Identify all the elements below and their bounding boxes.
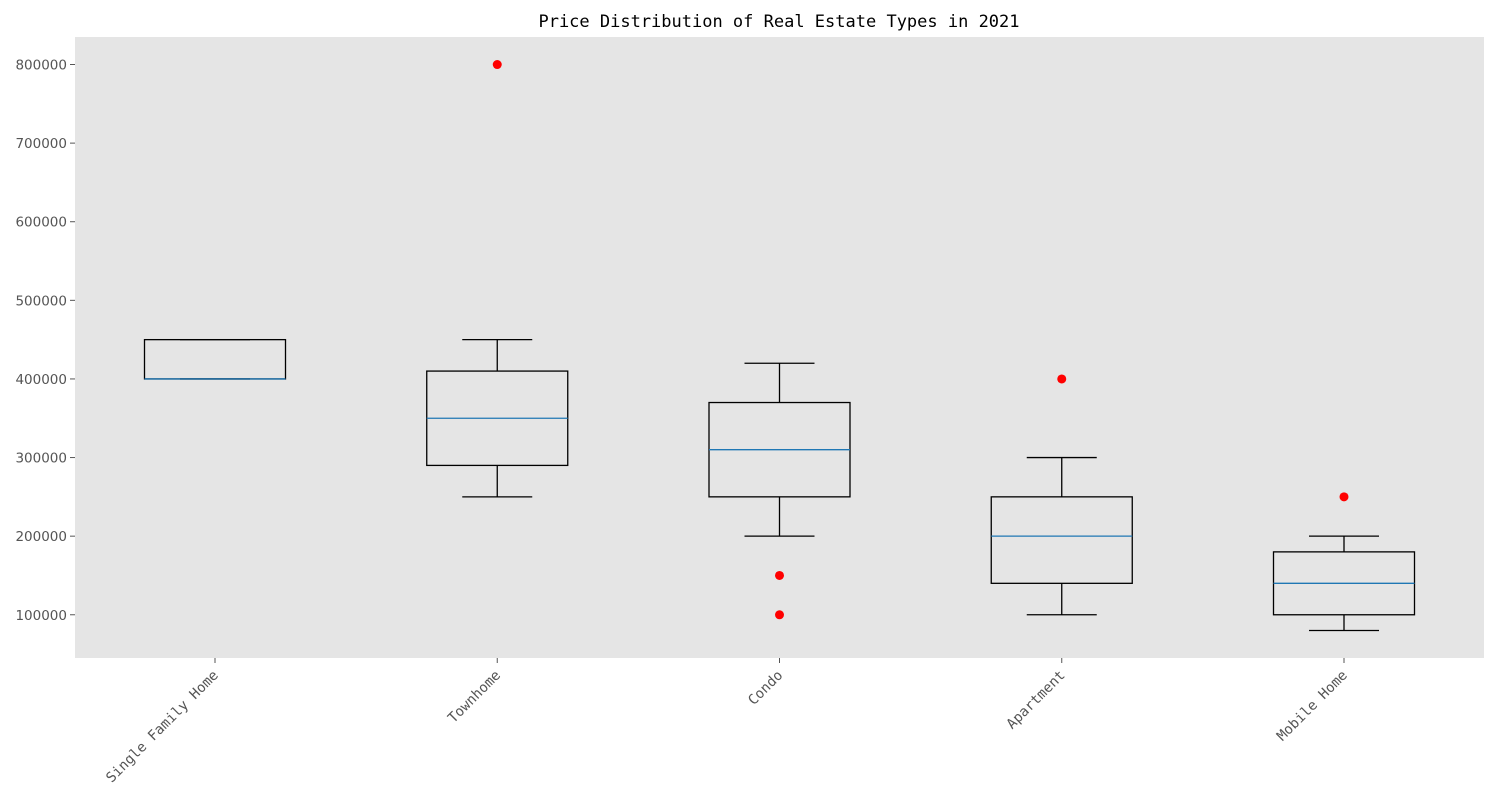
y-axis: 100000 200000 300000 400000 500000 600000 7000… [15,58,75,624]
x-tick-label: Condo [745,668,786,709]
box-iqr [990,496,1133,584]
box-group [708,362,851,620]
box-group [143,338,287,380]
chart-title: Price Distribution of Real Estate Types … [538,12,1019,32]
box-group [990,374,1133,616]
outlier-point [775,610,784,620]
box-group [1272,492,1416,632]
box-series [143,60,1416,632]
y-tick-label: 400000 [15,372,67,388]
x-axis: Single Family Home Townhome Condo Apartment… [103,658,1351,786]
outlier-point [775,570,784,580]
box-group [426,60,569,498]
y-tick-label: 800000 [15,58,67,74]
x-tick-label: Apartment [1004,668,1069,733]
plot-area [75,37,1484,658]
x-tick-label: Mobile Home [1274,668,1351,745]
outlier-point [492,60,502,70]
x-tick-label: Townhome [445,668,504,727]
x-tick-label: Single Family Home [103,668,222,787]
y-tick-label: 100000 [15,608,67,624]
y-tick-label: 300000 [15,451,67,467]
y-tick-label: 200000 [15,529,67,545]
y-tick-label: 700000 [15,136,67,152]
outlier-point [1057,374,1067,384]
outlier-point [1339,492,1349,502]
y-tick-label: 500000 [15,293,67,309]
y-tick-label: 600000 [15,215,67,231]
